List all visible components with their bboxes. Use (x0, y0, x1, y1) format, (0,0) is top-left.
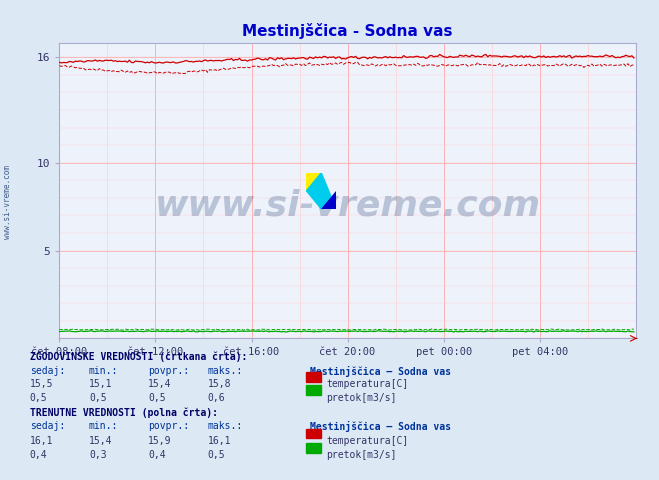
Text: ZGODOVINSKE VREDNOSTI (črtkana črta):: ZGODOVINSKE VREDNOSTI (črtkana črta): (30, 351, 247, 362)
Text: www.si-vreme.com: www.si-vreme.com (3, 165, 13, 239)
Text: maks.:: maks.: (208, 366, 243, 376)
Text: 16,1: 16,1 (208, 436, 231, 446)
Text: maks.:: maks.: (208, 421, 243, 432)
Text: www.si-vreme.com: www.si-vreme.com (155, 189, 540, 223)
Text: 15,5: 15,5 (30, 379, 53, 389)
Text: 15,4: 15,4 (89, 436, 113, 446)
Text: Mestinjščica – Sodna vas: Mestinjščica – Sodna vas (310, 421, 451, 432)
Text: 0,5: 0,5 (208, 450, 225, 460)
Text: TRENUTNE VREDNOSTI (polna črta):: TRENUTNE VREDNOSTI (polna črta): (30, 407, 217, 418)
Text: 0,5: 0,5 (148, 393, 166, 403)
Text: pretok[m3/s]: pretok[m3/s] (326, 393, 397, 403)
Text: 0,5: 0,5 (89, 393, 107, 403)
Text: 0,5: 0,5 (30, 393, 47, 403)
Text: povpr.:: povpr.: (148, 421, 189, 432)
Text: Mestinjščica – Sodna vas: Mestinjščica – Sodna vas (310, 366, 451, 377)
Text: 0,3: 0,3 (89, 450, 107, 460)
Polygon shape (306, 173, 336, 209)
Text: 16,1: 16,1 (30, 436, 53, 446)
Polygon shape (306, 173, 322, 191)
Text: sedaj:: sedaj: (30, 421, 65, 432)
Text: 15,4: 15,4 (148, 379, 172, 389)
Title: Mestinjščica - Sodna vas: Mestinjščica - Sodna vas (243, 23, 453, 39)
Text: sedaj:: sedaj: (30, 366, 65, 376)
Text: temperatura[C]: temperatura[C] (326, 379, 409, 389)
Text: 15,9: 15,9 (148, 436, 172, 446)
Text: pretok[m3/s]: pretok[m3/s] (326, 450, 397, 460)
Text: 0,6: 0,6 (208, 393, 225, 403)
Text: 0,4: 0,4 (148, 450, 166, 460)
Text: 15,1: 15,1 (89, 379, 113, 389)
Polygon shape (322, 191, 336, 209)
Text: min.:: min.: (89, 421, 119, 432)
Text: 0,4: 0,4 (30, 450, 47, 460)
Text: min.:: min.: (89, 366, 119, 376)
Text: 15,8: 15,8 (208, 379, 231, 389)
Text: temperatura[C]: temperatura[C] (326, 436, 409, 446)
Text: povpr.:: povpr.: (148, 366, 189, 376)
